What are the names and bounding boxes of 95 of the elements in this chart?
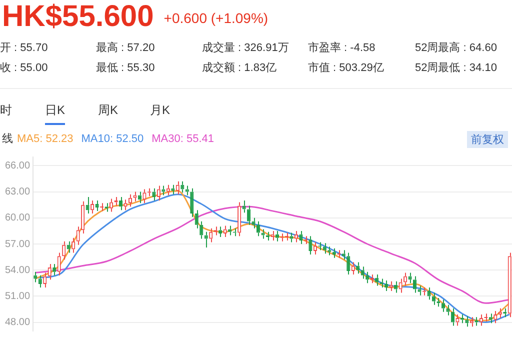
candlestick xyxy=(57,252,61,276)
text: 开 : 55.70 xyxy=(0,41,48,55)
text: MA10: 52.50 xyxy=(81,133,144,145)
candlestick xyxy=(252,217,256,229)
candlestick xyxy=(38,274,42,288)
candlestick xyxy=(76,226,80,246)
candlestick xyxy=(413,276,417,294)
candlestick xyxy=(508,252,512,318)
candlestick xyxy=(351,262,355,275)
candlestick xyxy=(62,240,66,260)
candlestick xyxy=(34,271,38,283)
candlestick xyxy=(48,264,52,280)
candlestick xyxy=(43,272,47,288)
text: 最高 : 57.20 xyxy=(96,40,155,55)
candlestick xyxy=(479,314,483,326)
candlestick xyxy=(142,188,146,204)
text: 成交额 : 1.83亿 xyxy=(202,60,277,75)
text: 日K xyxy=(45,102,66,119)
candlestick xyxy=(408,272,412,284)
candlestick xyxy=(290,232,294,243)
y-tick-label: 60.00 xyxy=(4,212,30,224)
candlestick xyxy=(81,200,85,234)
candlestick xyxy=(86,196,90,214)
legend-title: 线 xyxy=(2,133,13,145)
candlestick xyxy=(242,200,246,214)
candlestick xyxy=(418,285,422,296)
candlestick xyxy=(72,237,76,254)
candlestick xyxy=(299,230,303,244)
candlestick xyxy=(124,199,128,211)
y-tick-label: 51.00 xyxy=(4,290,30,302)
candlestick xyxy=(450,308,454,326)
text: 最低 : 55.30 xyxy=(96,61,155,75)
candlestick xyxy=(360,266,364,280)
chart-subtitle: +0.600 (+1.09%) xyxy=(164,10,268,26)
text: MA30: 55.41 xyxy=(152,133,214,145)
candlestick xyxy=(128,194,132,208)
candlestick xyxy=(185,185,189,196)
candlestick xyxy=(294,230,298,243)
candlestick xyxy=(247,205,251,226)
candlestick xyxy=(404,272,408,286)
candlestick xyxy=(194,210,198,229)
candlestick xyxy=(494,310,498,324)
text: 收 : 55.00 xyxy=(0,61,48,75)
text: 周K xyxy=(98,102,118,119)
y-tick-label: 57.00 xyxy=(4,238,30,250)
candlestick xyxy=(261,228,265,240)
candlestick xyxy=(162,185,166,196)
y-tick-label: 54.00 xyxy=(4,264,30,276)
text: MA5: 52.23 xyxy=(17,133,74,145)
candlestick xyxy=(322,242,326,254)
candlestick xyxy=(109,198,114,212)
y-tick-label: 63.00 xyxy=(4,186,30,198)
candlestick xyxy=(176,180,180,195)
candlestick xyxy=(218,226,222,238)
candlestick xyxy=(384,280,388,292)
candlestick xyxy=(166,184,170,196)
text: 市值 : 503.29亿 xyxy=(308,60,384,75)
candlestick xyxy=(270,230,274,242)
candlestick xyxy=(256,220,260,237)
text: 时 xyxy=(0,102,12,119)
text: 前复权 xyxy=(467,131,508,148)
text: 成交量 : 326.91万 xyxy=(202,40,289,55)
candlestick xyxy=(427,287,431,300)
candlestick xyxy=(432,292,436,306)
candlestick xyxy=(223,225,227,238)
candlestick xyxy=(465,316,469,328)
y-tick-label: 48.00 xyxy=(4,317,30,328)
candlestick xyxy=(95,200,99,212)
candlestick xyxy=(446,304,450,316)
candlestick xyxy=(200,220,204,240)
candlestick xyxy=(456,314,460,326)
text: 市盈率 : -4.58 xyxy=(308,40,376,55)
candlestick xyxy=(204,231,208,248)
candlestick xyxy=(190,188,194,218)
y-tick-label: 66.00 xyxy=(4,160,30,172)
candlestick xyxy=(209,228,213,243)
candlestick xyxy=(52,264,56,276)
candlestick xyxy=(284,232,289,242)
line-series xyxy=(34,206,510,304)
text: 52周最高 : 64.60 xyxy=(415,40,497,55)
chart-title: HK$55.600 xyxy=(2,0,154,34)
candlestick xyxy=(441,299,446,312)
candlestick xyxy=(118,196,123,211)
candlestick xyxy=(375,274,379,286)
candlestick xyxy=(156,185,160,201)
candlestick xyxy=(133,191,137,202)
candlestick xyxy=(90,200,94,214)
text: 月K xyxy=(150,102,170,119)
candlestick xyxy=(346,252,350,275)
candlestick xyxy=(308,236,312,255)
candlestick xyxy=(228,225,232,236)
candlestick xyxy=(275,230,280,242)
text: 52周最低 : 34.10 xyxy=(415,61,497,75)
candlestick xyxy=(238,202,242,237)
candlestick xyxy=(152,188,156,201)
